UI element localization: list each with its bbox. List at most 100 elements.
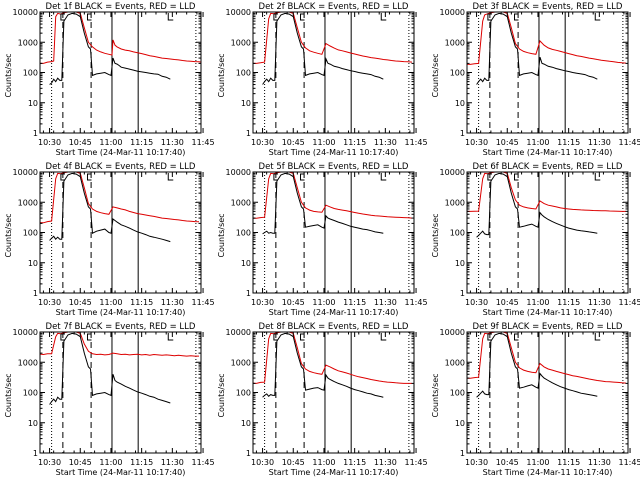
y-axis-label: Counts/sec — [217, 213, 226, 257]
x-axis-label: Start Time (24-Mar-11 10:17:40) — [269, 148, 399, 157]
x-tick-label: 11:30 — [374, 138, 397, 147]
x-tick-label: 11:15 — [130, 458, 153, 467]
x-tick-label: 11:45 — [405, 458, 428, 467]
y-tick-label: 10 — [241, 259, 251, 268]
x-tick-label: 11:30 — [374, 298, 397, 307]
x-tick-label: 11:15 — [343, 458, 366, 467]
x-tick-label: 10:30 — [465, 138, 488, 147]
detector-panel-7: Det 7f BLACK = Events, RED = LLD 1 10 100 10… — [4, 322, 215, 477]
attenuator-mark-icon — [273, 173, 278, 181]
events-series-line — [476, 172, 598, 238]
detector-panel-2: Det 2f BLACK = Events, RED = LLD 1 10 100 10… — [217, 2, 428, 157]
x-tick-label: 11:00 — [526, 138, 549, 147]
x-tick-label: 10:45 — [282, 298, 305, 307]
x-tick-label: 11:30 — [374, 458, 397, 467]
events-series-line — [49, 12, 171, 85]
attenuator-mark-icon — [60, 13, 65, 21]
x-tick-label: 11:45 — [619, 458, 640, 467]
detector-panel-8: Det 8f BLACK = Events, RED = LLD 1 10 100 10… — [217, 322, 428, 477]
x-tick-label: 11:00 — [99, 138, 122, 147]
y-tick-label: 10000 — [440, 168, 465, 177]
lld-series-line — [40, 172, 200, 224]
x-tick-label: 10:30 — [465, 458, 488, 467]
y-axis-label: Counts/sec — [431, 373, 440, 417]
attenuator-mark-icon — [487, 333, 492, 341]
attenuator-mark-icon — [60, 333, 65, 341]
x-tick-label: 11:30 — [588, 458, 611, 467]
y-tick-label: 1000 — [231, 358, 251, 367]
y-tick-label: 10 — [28, 419, 38, 428]
panel-title: Det 5f BLACK = Events, RED = LLD — [259, 162, 409, 172]
y-tick-label: 100 — [450, 389, 465, 398]
y-axis-label: Counts/sec — [217, 53, 226, 97]
attenuator-mark-icon — [167, 13, 174, 21]
plot-frame — [466, 331, 629, 454]
x-tick-label: 11:15 — [343, 298, 366, 307]
plot-frame — [466, 11, 629, 134]
x-tick-label: 11:00 — [526, 298, 549, 307]
events-series-line — [49, 332, 171, 405]
y-tick-label: 10 — [28, 259, 38, 268]
x-axis-label: Start Time (24-Mar-11 10:17:40) — [56, 308, 186, 317]
y-tick-label: 100 — [23, 389, 38, 398]
attenuator-mark-icon — [300, 333, 305, 341]
x-tick-label: 11:45 — [405, 138, 428, 147]
y-tick-label: 10 — [241, 419, 251, 428]
x-tick-label: 10:30 — [38, 458, 61, 467]
attenuator-mark-icon — [594, 173, 601, 181]
panel-title: Det 9f BLACK = Events, RED = LLD — [473, 322, 623, 332]
attenuator-mark-icon — [487, 13, 492, 21]
attenuator-mark-icon — [594, 13, 601, 21]
x-tick-label: 10:30 — [251, 298, 274, 307]
y-tick-label: 100 — [236, 69, 251, 78]
panel-title: Det 3f BLACK = Events, RED = LLD — [473, 2, 623, 12]
x-tick-label: 11:30 — [588, 138, 611, 147]
x-tick-label: 11:00 — [99, 458, 122, 467]
lld-series-line — [467, 332, 627, 384]
y-tick-label: 1000 — [18, 38, 38, 47]
x-tick-label: 11:00 — [312, 458, 335, 467]
x-tick-label: 11:30 — [161, 458, 184, 467]
attenuator-mark-icon — [380, 333, 387, 341]
detector-panel-1: Det 1f BLACK = Events, RED = LLD 1 10 100 10… — [4, 2, 215, 157]
x-axis-label: Start Time (24-Mar-11 10:17:40) — [483, 468, 613, 477]
events-series-line — [476, 12, 598, 85]
lld-series-line — [40, 12, 201, 64]
y-tick-label: 1 — [33, 289, 38, 298]
x-tick-label: 11:15 — [130, 138, 153, 147]
plot-frame — [39, 11, 202, 134]
y-tick-label: 10000 — [440, 328, 465, 337]
y-tick-label: 10 — [241, 99, 251, 108]
attenuator-mark-icon — [60, 173, 65, 181]
detector-panel-5: Det 5f BLACK = Events, RED = LLD 1 10 100 10… — [217, 162, 428, 317]
y-tick-label: 10000 — [440, 8, 465, 17]
x-tick-label: 10:30 — [465, 298, 488, 307]
plot-frame — [252, 171, 415, 294]
y-tick-label: 1000 — [18, 198, 38, 207]
x-tick-label: 11:45 — [405, 298, 428, 307]
y-tick-label: 1 — [246, 129, 251, 138]
y-tick-label: 100 — [450, 69, 465, 78]
y-tick-label: 1000 — [18, 358, 38, 367]
y-tick-label: 100 — [450, 229, 465, 238]
attenuator-mark-icon — [514, 173, 519, 181]
plot-frame — [39, 331, 202, 454]
x-tick-label: 11:15 — [557, 458, 580, 467]
attenuator-mark-icon — [167, 173, 174, 181]
x-tick-label: 11:45 — [192, 298, 215, 307]
x-tick-label: 11:30 — [161, 298, 184, 307]
x-tick-label: 10:45 — [69, 138, 92, 147]
y-tick-label: 1000 — [445, 198, 465, 207]
attenuator-mark-icon — [514, 13, 519, 21]
y-tick-label: 100 — [236, 229, 251, 238]
y-axis-label: Counts/sec — [431, 53, 440, 97]
x-tick-label: 10:45 — [282, 458, 305, 467]
y-tick-label: 10000 — [13, 8, 38, 17]
y-tick-label: 100 — [23, 69, 38, 78]
y-tick-label: 10 — [28, 99, 38, 108]
x-tick-label: 11:00 — [526, 458, 549, 467]
y-axis-label: Counts/sec — [4, 213, 13, 257]
lld-series-line — [467, 172, 626, 212]
x-tick-label: 11:00 — [99, 298, 122, 307]
